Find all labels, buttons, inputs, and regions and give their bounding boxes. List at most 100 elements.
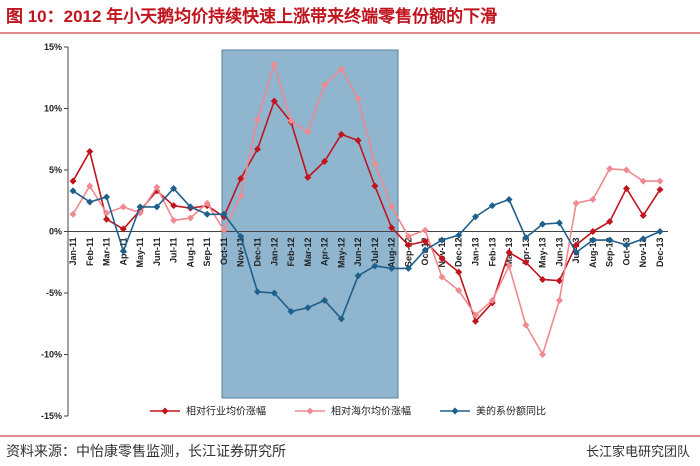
series-line [72,187,661,320]
series-marker [555,277,563,285]
x-tick-label: May-12 [336,238,346,269]
series-marker [421,237,429,245]
series-marker [337,315,345,323]
series-marker [622,166,630,174]
x-tick-label: Nov-12 [437,238,447,268]
y-tick-label: 5% [49,165,62,175]
x-tick-label: May-11 [135,238,145,268]
watermark: 长江家电研究团队 [586,444,690,459]
legend-label: 美的系份额同比 [476,405,546,418]
x-tick-label: Sep-13 [605,238,615,268]
series-marker [304,128,312,136]
x-tick-label: Jan-11 [68,238,78,266]
series-marker [404,232,412,240]
x-tick-label: May-13 [538,238,548,269]
series-marker [606,218,614,226]
series-marker [622,184,630,192]
series-marker [237,192,245,200]
series-line [72,63,660,356]
series-line [72,100,661,323]
series-marker [304,173,312,181]
series-marker [136,203,144,211]
chart-title: 图 10：2012 年小天鹅均价持续快速上涨带来终端零售份额的下滑 [6,6,497,26]
series-marker [270,289,278,297]
series-marker [69,177,77,185]
series-marker [656,186,664,194]
series-marker [337,65,345,73]
series-marker [253,145,261,153]
series-marker [438,273,446,281]
legend-label: 相对海尔均价涨幅 [331,405,411,418]
series-marker [170,202,178,210]
series-marker [86,148,94,156]
series-marker [354,136,362,144]
series-marker [589,228,597,235]
series-marker [253,116,261,124]
legend-label: 相对行业均价涨幅 [186,405,266,418]
series-marker [153,183,161,191]
x-tick-label: Aug-12 [387,238,397,269]
series-marker [203,210,211,218]
legend-box [148,400,528,422]
series-marker [321,81,329,89]
series-marker [220,226,228,234]
x-tick-label: Jun-11 [152,238,162,267]
series-marker [103,209,111,217]
x-tick-label: Feb-13 [487,238,497,267]
series-marker [472,213,480,221]
y-tick-label: -10% [41,350,62,360]
series-marker [421,226,429,234]
series-marker [505,262,513,270]
series-marker [170,184,178,192]
x-tick-label: Dec-11 [252,238,262,267]
series-marker [572,248,580,256]
series-marker [455,231,463,239]
x-tick-label: Aug-11 [185,238,195,268]
series-marker [539,275,547,283]
series-marker [656,177,664,185]
series-marker [69,187,77,195]
x-tick-label: Sep-12 [403,238,413,268]
series-marker [455,287,463,295]
series-marker [656,228,664,235]
series-marker [455,268,463,276]
series-marker [522,234,530,242]
series-marker [505,196,513,204]
series-marker [472,311,480,319]
x-tick-label: Apr-13 [521,238,531,267]
series-marker [388,203,396,211]
series-marker [539,351,547,358]
series-marker [287,117,295,125]
series-marker [421,246,429,254]
series-marker [572,241,580,249]
legend-marker [161,407,169,415]
x-tick-label: Nov-13 [638,238,648,268]
x-tick-label: Oct-13 [621,238,631,266]
series-marker [539,220,547,228]
highlight-region [221,49,399,399]
y-tick-label: -5% [46,288,62,298]
series-marker [337,130,345,138]
series-marker [119,247,127,255]
y-tick-label: -15% [41,411,62,421]
series-marker [253,288,261,296]
series-marker [404,264,412,272]
x-tick-label: Feb-12 [286,238,296,267]
series-marker [69,210,77,218]
x-tick-label: Mar-12 [303,238,313,267]
series-marker [186,214,194,222]
series-marker [186,203,194,211]
series-marker [203,199,211,207]
series-marker [321,157,329,165]
x-tick-label: Nov-11 [236,238,246,268]
x-tick-label: Oct-11 [219,238,229,266]
series-marker [606,165,614,173]
series-marker [589,196,597,204]
series-marker [639,212,647,220]
series-marker [488,202,496,210]
series-marker [354,272,362,280]
series-marker [505,248,513,256]
series-marker [522,321,530,329]
x-tick-label: Jan-12 [269,238,279,267]
